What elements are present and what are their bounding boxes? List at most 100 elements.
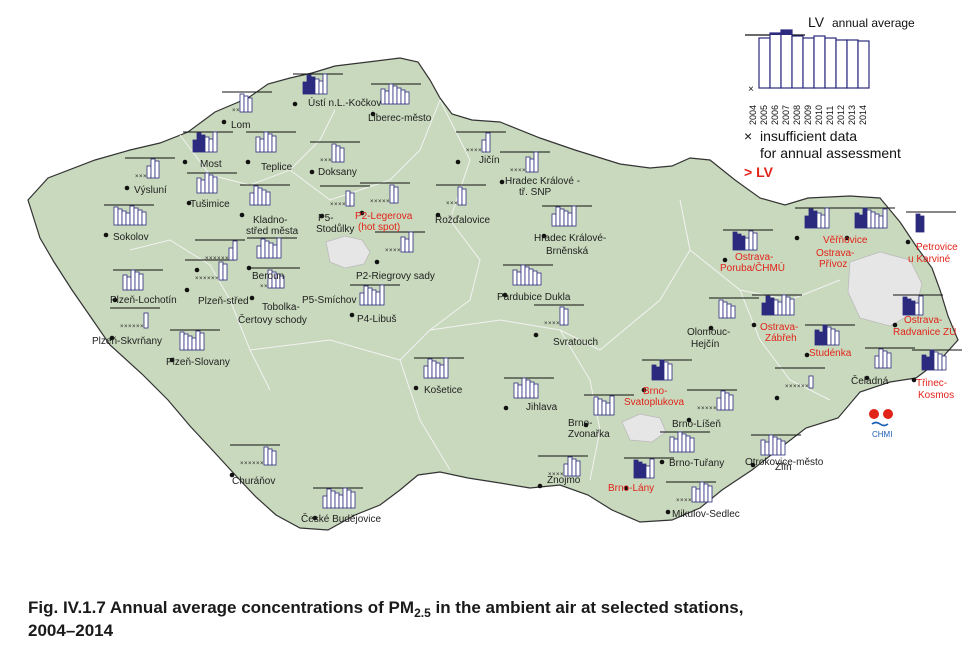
mini-bar: [384, 90, 390, 105]
mini-bar: [113, 206, 119, 226]
station-mini-chart-5: × × ×: [309, 141, 360, 175]
legend-year-2014: 2014: [858, 105, 868, 125]
insufficient-mark: ×: [454, 201, 458, 207]
station-dot: [249, 295, 255, 301]
mini-bar: [130, 269, 136, 291]
mini-bar: [826, 326, 832, 346]
mini-bar: [253, 185, 259, 206]
station-label-hradec-kralove-29: Hradec Králové-: [534, 233, 606, 244]
mini-bar: [645, 465, 651, 479]
station-dot: [184, 287, 190, 293]
station-dot: [246, 265, 252, 271]
mini-bar: [929, 349, 935, 371]
station-mini-chart-3: [182, 131, 233, 165]
station-label-zabreh-58: Zábřeh: [765, 333, 797, 344]
mini-bar: [457, 186, 463, 206]
mini-bar: [302, 81, 308, 95]
mini-bar: [431, 360, 437, 379]
station-dot: [182, 159, 188, 165]
mini-bar: [345, 190, 351, 207]
insufficient-mark: ×: [124, 324, 128, 330]
insufficient-mark: ×: [548, 321, 552, 327]
mini-bar: [204, 172, 210, 194]
legend-bar: [802, 37, 815, 89]
mini-bar: [834, 330, 840, 346]
mini-bar: [816, 212, 822, 229]
mini-bar: [423, 365, 429, 379]
station-dot: [503, 405, 509, 411]
station-dot: [686, 417, 692, 423]
insufficient-mark: ×: [684, 498, 688, 504]
legend-year-2011: 2011: [825, 106, 835, 125]
insufficient-mark: ×: [805, 384, 809, 390]
station-mini-chart-27: [413, 357, 464, 391]
station-label-jihlava-34: Jihlava: [526, 402, 558, 413]
mini-bar: [222, 263, 228, 281]
station-label-pardubice-dukla-31: Pardubice Dukla: [497, 292, 571, 303]
legend-lv-label: LV: [808, 14, 825, 30]
mini-bar: [218, 261, 224, 281]
mini-bar: [485, 132, 491, 153]
station-dot: [665, 509, 671, 515]
insufficient-mark: ×: [518, 168, 522, 174]
mini-bar: [521, 377, 527, 399]
mini-bar: [781, 294, 787, 316]
station-dot: [312, 515, 318, 521]
insufficient-mark: ×: [446, 201, 450, 207]
caption-line2: 2004–2014: [28, 621, 114, 640]
station-label-ostrava-52: Ostrava-: [816, 248, 854, 259]
insufficient-mark: ×: [382, 199, 386, 205]
mini-bar: [933, 351, 939, 371]
station-label-vysluni-6: Výsluní: [134, 185, 167, 196]
station-dot: [911, 377, 917, 383]
station-label-p5-11: P5-: [318, 213, 334, 224]
mini-bar: [204, 136, 210, 153]
mini-bar: [910, 300, 916, 316]
mini-bar: [400, 89, 406, 105]
insufficient-mark: ×: [801, 384, 805, 390]
mini-bar: [267, 448, 273, 466]
station-dot: [751, 322, 757, 328]
mini-bar: [122, 274, 128, 291]
station-dot: [413, 385, 419, 391]
mini-bar: [761, 302, 767, 316]
mini-bar: [685, 435, 691, 453]
insufficient-mark: ×: [330, 202, 334, 208]
mini-bar: [902, 296, 908, 316]
station-mini-chart-21: × × × ×: [455, 131, 506, 165]
insufficient-mark: ×: [225, 256, 229, 262]
legend-insufficient-line1: insufficient data: [760, 128, 857, 144]
insufficient-mark: ×: [688, 498, 692, 504]
insufficient-mark: ×: [370, 199, 374, 205]
insufficient-mark: ×: [211, 276, 215, 282]
mini-bar: [772, 436, 778, 456]
station-mini-chart-43: [844, 207, 895, 241]
mini-bar: [260, 238, 266, 259]
station-dot: [541, 233, 547, 239]
mini-bar: [150, 158, 156, 179]
mini-bar: [633, 459, 639, 479]
mini-bar: [716, 397, 722, 411]
mini-bar: [732, 231, 738, 251]
station-dot: [169, 357, 175, 363]
insufficient-mark: ×: [328, 158, 332, 164]
insufficient-mark: ×: [221, 256, 225, 262]
station-dot: [319, 213, 325, 219]
station-label-kosmos-64: Kosmos: [918, 390, 954, 401]
mini-bar: [379, 284, 385, 306]
station-label-ostrava-60: Ostrava-: [904, 315, 942, 326]
station-dot: [109, 335, 115, 341]
mini-bar: [306, 74, 312, 95]
mini-bar: [435, 362, 441, 379]
legend-insufficient-line2: for annual assessment: [760, 145, 901, 161]
chmi-logo: CHMI: [869, 409, 893, 439]
mini-bar: [555, 206, 561, 227]
mini-bar: [858, 214, 864, 229]
station-mini-chart-12: [246, 237, 297, 271]
station-mini-chart-19: × × × × × ×: [109, 307, 160, 341]
station-label-kladno-9: Kladno-: [253, 215, 287, 226]
mini-bar: [443, 357, 449, 379]
mini-bar: [567, 212, 573, 227]
insufficient-mark: ×: [338, 202, 342, 208]
station-mini-chart-17: × × × × × ×: [184, 259, 235, 293]
